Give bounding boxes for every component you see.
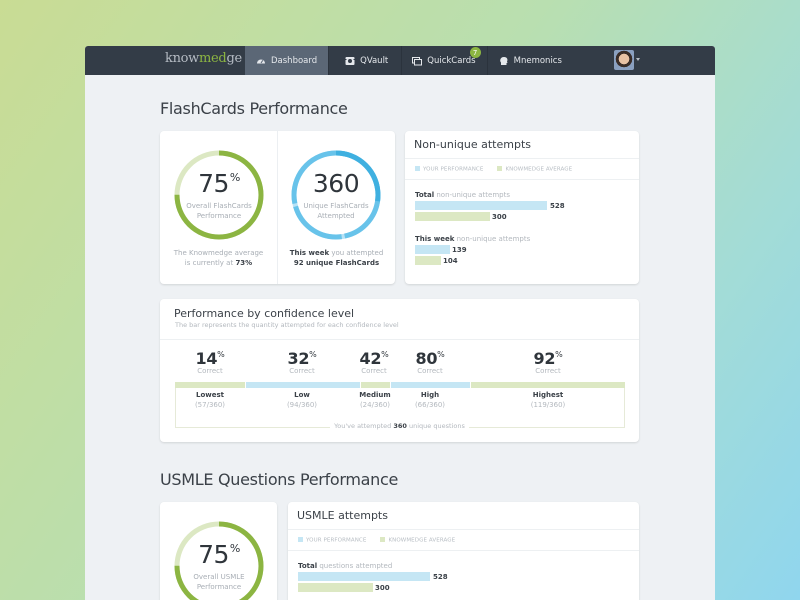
confidence-low-pct: 32% Correct [287,349,317,375]
segment-low [246,382,360,388]
card-title: Performance by confidence level [174,307,355,320]
nav-label: QuickCards [427,55,476,66]
ring-caption: Overall FlashCards Performance [186,202,252,220]
nav-label: Dashboard [271,55,318,66]
bar-value: 104 [443,257,458,265]
ring-caption: Overall USMLE Performance [193,573,245,591]
confidence-medium-label: Medium (24/360) [359,391,391,409]
group-label-total: Total questions attempted [298,562,393,570]
group-label-week: This week non-unique attempts [415,235,531,243]
usmle-percent: 75% [198,540,240,569]
bar-value: 139 [452,246,467,254]
overall-flashcards-ring: 75% Overall FlashCards Performance [173,149,265,241]
confidence-total: You've attempted 360 unique questions [160,422,639,430]
confidence-highest-label: Highest (119/360) [530,391,566,409]
segment-lowest [175,382,245,388]
weekly-note: This week you attempted 92 unique FlashC… [289,249,384,267]
divider [405,179,639,180]
gauge-icon [256,56,266,66]
divider [288,550,639,551]
confidence-medium-pct: 42% Correct [359,349,389,375]
bar-average-total [298,583,373,592]
legend-swatch [497,166,503,171]
confidence-high-label: High (66/360) [414,391,446,409]
bar-yours-week [415,245,450,254]
usmle-summary-card: 75% Overall USMLE Performance [160,502,277,600]
bar-value: 528 [550,202,565,210]
cards-icon [412,56,423,66]
card-subtitle: The bar represents the quantity attempte… [175,321,399,329]
chart-legend: YOUR PERFORMANCE KNOWMEDGE AVERAGE [298,537,455,544]
nav-label: QVault [360,55,389,66]
segment-high [391,382,470,388]
legend-yours: YOUR PERFORMANCE [415,166,483,173]
app-window: knowmedge Dashboard QVault QuickCards 7 … [85,46,715,600]
bar-value: 528 [433,573,448,581]
confidence-high-pct: 80% Correct [415,349,445,375]
top-navbar: knowmedge Dashboard QVault QuickCards 7 … [85,46,715,75]
overall-percent: 75% [198,169,240,198]
nav-quickcards[interactable]: QuickCards 7 [402,46,488,75]
flashcards-summary-card: 75% Overall FlashCards Performance The Kn… [160,131,395,284]
nav-dashboard[interactable]: Dashboard [245,46,330,75]
nav-mnemonics[interactable]: Mnemonics [488,46,573,75]
divider [160,339,639,340]
user-avatar[interactable] [614,50,634,70]
nonunique-attempts-card: Non-unique attempts YOUR PERFORMANCE KNO… [405,131,639,284]
confidence-lowest-pct: 14% Correct [195,349,225,375]
divider [405,158,639,159]
legend-yours: YOUR PERFORMANCE [298,537,366,544]
logo-text: ge [226,51,242,66]
legend-swatch [380,537,386,542]
logo-text: know [165,51,200,66]
legend-average: KNOWMEDGE AVERAGE [380,537,455,544]
overall-usmle-ring: 75% Overall USMLE Performance [173,520,265,600]
divider [288,529,639,530]
legend-swatch [415,166,420,171]
bar-yours-total [415,201,547,210]
section-title-usmle: USMLE Questions Performance [160,470,399,489]
bar-value: 300 [492,213,507,221]
segment-highest [471,382,625,388]
legend-average: KNOWMEDGE AVERAGE [497,166,572,173]
confidence-low-label: Low (94/360) [286,391,318,409]
card-title: USMLE attempts [297,509,388,522]
bar-value: 300 [375,584,390,592]
chart-legend: YOUR PERFORMANCE KNOWMEDGE AVERAGE [415,166,572,173]
legend-swatch [298,537,303,542]
bar-yours-total [298,572,430,581]
main-nav: Dashboard QVault QuickCards 7 Mnemonics [245,46,573,75]
nav-qvault[interactable]: QVault [329,46,403,75]
bar-average-total [415,212,490,221]
unique-count: 360 [312,169,360,198]
knowmedge-logo[interactable]: knowmedge [165,51,242,66]
logo-accent: med [199,51,227,66]
head-icon [499,56,509,66]
ring-caption: Unique FlashCards Attempted [303,202,369,220]
unique-flashcards-ring: 360 Unique FlashCards Attempted [290,149,382,241]
progress-ring-icon [174,521,264,600]
card-divider [277,131,278,284]
progress-ring-icon [291,150,381,240]
group-label-total: Total non-unique attempts [415,191,511,199]
progress-ring-icon [174,150,264,240]
average-note: The Knowmedge average is currently at 73… [173,249,264,267]
section-title-flashcards: FlashCards Performance [160,99,348,118]
nav-label: Mnemonics [513,55,562,66]
confidence-lowest-label: Lowest (57/360) [194,391,226,409]
confidence-card: Performance by confidence level The bar … [160,299,639,442]
usmle-attempts-card: USMLE attempts YOUR PERFORMANCE KNOWMEDG… [288,502,639,600]
segment-medium [361,382,390,388]
vault-icon [345,56,356,66]
confidence-highest-pct: 92% Correct [533,349,563,375]
card-title: Non-unique attempts [414,138,531,151]
notification-badge: 7 [469,47,481,58]
chevron-down-icon[interactable] [636,58,640,61]
bar-average-week [415,256,441,265]
